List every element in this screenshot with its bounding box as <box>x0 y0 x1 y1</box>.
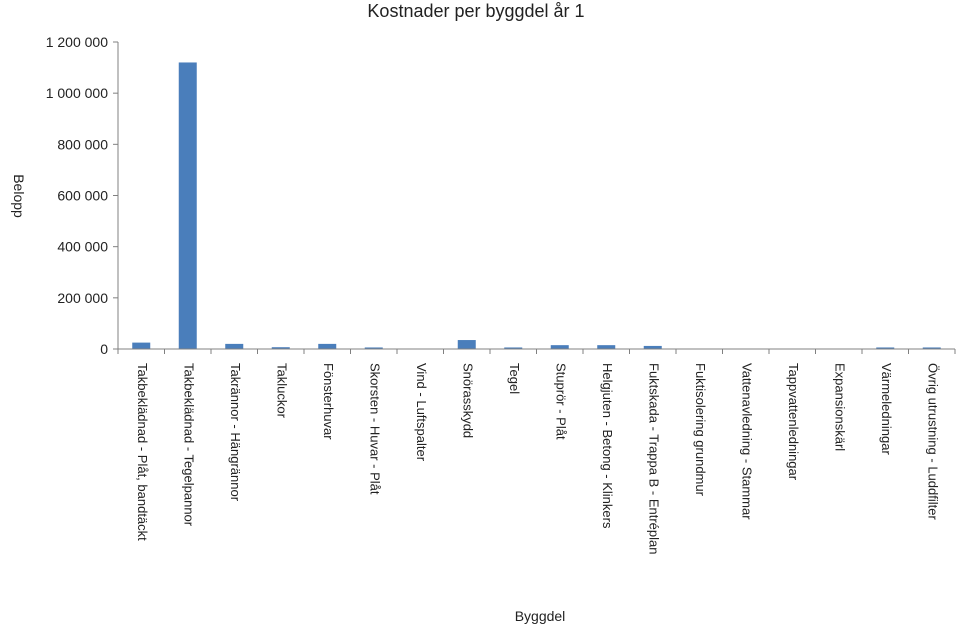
category-label: Vind - Luftspalter <box>414 363 429 462</box>
category-label: Övrig utrustning - Luddfilter <box>925 363 940 520</box>
category-label: Snörasskydd <box>460 363 475 438</box>
bar <box>643 345 662 349</box>
category-label: Takbeklädnad - Tegelpannor <box>181 363 196 527</box>
bar <box>178 62 197 349</box>
bar <box>225 343 244 349</box>
y-tick-label: 0 <box>100 341 108 357</box>
x-axis <box>117 348 956 354</box>
y-tick-label: 600 000 <box>57 188 108 204</box>
category-label: Takbeklädnad - Plåt, bandtäckt <box>135 363 150 541</box>
category-label: Skorsten - Huvar - Plåt <box>367 363 382 495</box>
bar <box>550 345 569 349</box>
category-label: Tegel <box>507 363 522 394</box>
category-label: Fönsterhuvar <box>321 363 336 440</box>
category-labels: Takbeklädnad - Plåt, bandtäckt Takbeklädn… <box>135 363 941 554</box>
y-tick-label: 1 000 000 <box>46 85 108 101</box>
bars <box>132 62 941 349</box>
category-label: Stuprör - Plåt <box>553 363 568 440</box>
category-label: Takrännor - Hängrännor <box>228 363 243 502</box>
category-label: Tappvattenledningar <box>786 363 801 481</box>
category-label: Fuktskada - Trappa B - Entréplan <box>646 363 661 554</box>
y-tick-label: 200 000 <box>57 290 108 306</box>
bar <box>271 347 290 349</box>
y-axis-title: Belopp <box>11 174 27 218</box>
y-tick-label: 1 200 000 <box>46 34 108 50</box>
bar <box>364 347 383 349</box>
bar <box>132 342 151 349</box>
y-tick-label: 800 000 <box>57 136 108 152</box>
category-label: Fuktisolering grundmur <box>693 363 708 497</box>
bar <box>318 343 337 349</box>
y-axis: 0 200 000 400 000 600 000 800 000 1 000 000 1 … <box>46 34 119 357</box>
bar <box>922 347 941 349</box>
x-axis-title: Byggdel <box>515 608 566 624</box>
bar <box>876 347 895 349</box>
chart-title: Kostnader per byggdel år 1 <box>367 1 584 21</box>
category-label: Värmeledningar <box>879 363 894 455</box>
bar <box>597 345 616 349</box>
category-label: Helgjuten - Betong - Klinkers <box>600 363 615 529</box>
category-label: Vattenavledning - Stammar <box>739 363 754 520</box>
bar <box>504 347 523 349</box>
category-label: Expansionskärl <box>832 363 847 451</box>
bar <box>457 340 476 349</box>
y-tick-label: 400 000 <box>57 239 108 255</box>
category-label: Takluckor <box>274 363 289 419</box>
